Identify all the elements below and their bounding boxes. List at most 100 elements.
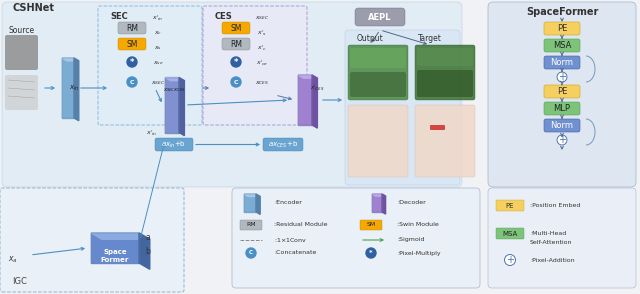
FancyBboxPatch shape bbox=[118, 22, 146, 34]
Text: :Swin Module: :Swin Module bbox=[397, 223, 439, 228]
FancyBboxPatch shape bbox=[415, 105, 475, 177]
Polygon shape bbox=[91, 233, 139, 263]
FancyBboxPatch shape bbox=[415, 45, 475, 100]
FancyBboxPatch shape bbox=[2, 2, 462, 187]
FancyBboxPatch shape bbox=[5, 75, 38, 110]
FancyBboxPatch shape bbox=[345, 30, 460, 185]
FancyBboxPatch shape bbox=[417, 70, 473, 97]
Text: SEC: SEC bbox=[110, 11, 128, 21]
Text: IGC: IGC bbox=[12, 278, 27, 286]
Polygon shape bbox=[165, 78, 184, 81]
Text: $x_{se}$: $x_{se}$ bbox=[153, 59, 163, 67]
Text: :Pixel-Addition: :Pixel-Addition bbox=[530, 258, 575, 263]
FancyBboxPatch shape bbox=[98, 6, 202, 125]
Polygon shape bbox=[179, 78, 184, 136]
Text: RM: RM bbox=[246, 223, 256, 228]
Ellipse shape bbox=[557, 135, 567, 145]
FancyBboxPatch shape bbox=[544, 56, 580, 69]
Text: $x'_{in}$: $x'_{in}$ bbox=[147, 128, 157, 138]
Text: :Pixel-Multiply: :Pixel-Multiply bbox=[397, 250, 440, 255]
Text: +: + bbox=[506, 255, 514, 265]
Text: $x_{SF}$: $x_{SF}$ bbox=[109, 266, 120, 274]
FancyBboxPatch shape bbox=[496, 228, 524, 239]
Text: MSA: MSA bbox=[502, 230, 518, 236]
Polygon shape bbox=[139, 233, 150, 269]
FancyBboxPatch shape bbox=[222, 22, 250, 34]
Text: AEPL: AEPL bbox=[368, 13, 392, 21]
Ellipse shape bbox=[557, 72, 567, 82]
FancyBboxPatch shape bbox=[430, 125, 445, 130]
Text: $x_{SEC}$: $x_{SEC}$ bbox=[151, 79, 165, 87]
Polygon shape bbox=[244, 194, 260, 196]
FancyBboxPatch shape bbox=[155, 138, 193, 151]
Text: $ax_{in}$+b: $ax_{in}$+b bbox=[161, 139, 186, 150]
Ellipse shape bbox=[127, 77, 137, 87]
FancyBboxPatch shape bbox=[203, 6, 307, 125]
Text: CES: CES bbox=[215, 11, 233, 21]
FancyBboxPatch shape bbox=[355, 8, 405, 26]
Text: a: a bbox=[146, 233, 150, 243]
Text: C: C bbox=[249, 250, 253, 255]
Text: MSA: MSA bbox=[553, 41, 571, 50]
Ellipse shape bbox=[504, 255, 515, 265]
Polygon shape bbox=[372, 194, 382, 212]
Ellipse shape bbox=[231, 57, 241, 67]
Text: $x'_{in}$: $x'_{in}$ bbox=[152, 13, 164, 23]
Polygon shape bbox=[62, 58, 74, 118]
FancyBboxPatch shape bbox=[263, 138, 303, 151]
Ellipse shape bbox=[127, 57, 137, 67]
Polygon shape bbox=[244, 194, 256, 212]
Ellipse shape bbox=[246, 248, 256, 258]
Text: $x_{SEC}$: $x_{SEC}$ bbox=[255, 14, 269, 22]
Text: *: * bbox=[234, 58, 238, 66]
Text: MLP: MLP bbox=[554, 104, 570, 113]
Text: Source: Source bbox=[9, 26, 35, 34]
Text: Self-Attention: Self-Attention bbox=[530, 240, 573, 245]
FancyBboxPatch shape bbox=[544, 119, 580, 132]
Text: PE: PE bbox=[557, 24, 567, 33]
Text: :1$\times$1Conv: :1$\times$1Conv bbox=[274, 236, 307, 244]
FancyBboxPatch shape bbox=[240, 220, 262, 230]
Polygon shape bbox=[298, 75, 312, 125]
Text: RM: RM bbox=[230, 39, 242, 49]
Text: *: * bbox=[369, 250, 373, 256]
Text: $x_a$: $x_a$ bbox=[8, 255, 18, 265]
FancyBboxPatch shape bbox=[350, 48, 406, 68]
Text: C: C bbox=[234, 79, 238, 84]
FancyBboxPatch shape bbox=[348, 105, 408, 177]
Polygon shape bbox=[91, 233, 150, 239]
Text: $x_{CES}$: $x_{CES}$ bbox=[255, 79, 269, 87]
FancyBboxPatch shape bbox=[0, 188, 184, 292]
Text: :Residual Module: :Residual Module bbox=[274, 223, 328, 228]
FancyBboxPatch shape bbox=[544, 22, 580, 35]
Text: *: * bbox=[130, 58, 134, 66]
FancyBboxPatch shape bbox=[544, 102, 580, 115]
Text: $x_{SEC}x_{CES}$: $x_{SEC}x_{CES}$ bbox=[163, 86, 186, 94]
Text: SM: SM bbox=[366, 223, 376, 228]
Text: C: C bbox=[130, 79, 134, 84]
Text: $x'_{CES}$: $x'_{CES}$ bbox=[310, 83, 324, 93]
Text: Former: Former bbox=[101, 257, 129, 263]
Polygon shape bbox=[298, 75, 317, 78]
Text: Norm: Norm bbox=[550, 121, 573, 130]
FancyBboxPatch shape bbox=[348, 45, 408, 100]
Text: $x'_{ce}$: $x'_{ce}$ bbox=[256, 58, 268, 68]
Text: b: b bbox=[145, 248, 150, 256]
Text: $x'_c$: $x'_c$ bbox=[257, 43, 267, 53]
Polygon shape bbox=[256, 194, 260, 214]
Ellipse shape bbox=[366, 248, 376, 258]
Polygon shape bbox=[312, 75, 317, 128]
Text: :Encoder: :Encoder bbox=[274, 201, 302, 206]
Text: :Sigmoid: :Sigmoid bbox=[397, 238, 424, 243]
Polygon shape bbox=[165, 78, 179, 133]
Text: :Position Embed: :Position Embed bbox=[530, 203, 580, 208]
FancyBboxPatch shape bbox=[496, 200, 524, 211]
FancyBboxPatch shape bbox=[222, 38, 250, 50]
Text: SpaceFormer: SpaceFormer bbox=[526, 7, 598, 17]
Polygon shape bbox=[62, 58, 79, 61]
FancyBboxPatch shape bbox=[544, 39, 580, 52]
Text: +: + bbox=[558, 135, 566, 145]
Text: PE: PE bbox=[506, 203, 515, 208]
Text: +: + bbox=[558, 72, 566, 82]
Text: :Multi-Head: :Multi-Head bbox=[530, 231, 566, 236]
